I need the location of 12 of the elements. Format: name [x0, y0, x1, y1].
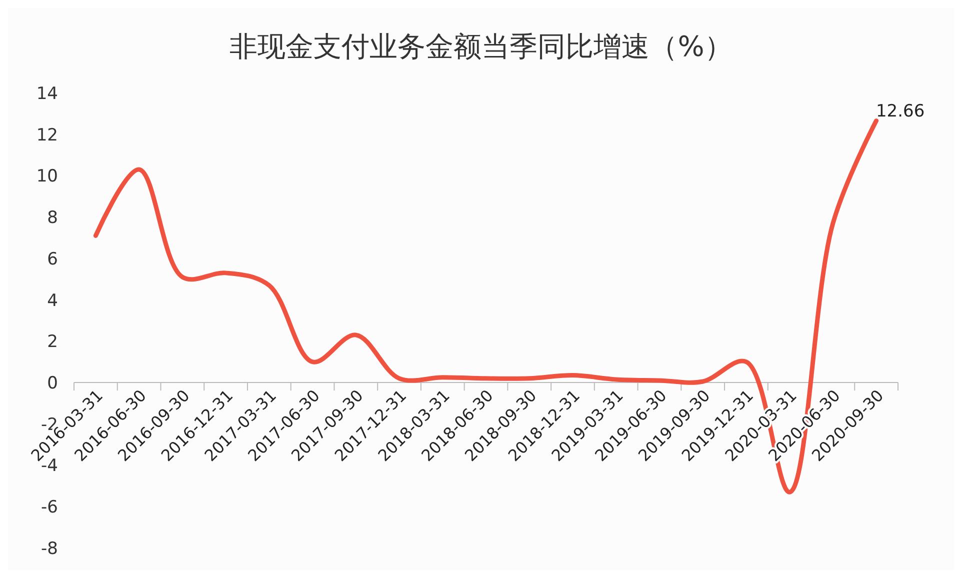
- y-tick-label: 0: [47, 373, 58, 394]
- y-tick-label: 6: [47, 249, 58, 270]
- y-tick-label: 14: [36, 84, 58, 104]
- y-tick-label: -8: [41, 538, 58, 559]
- y-tick-label: 4: [47, 290, 58, 311]
- chart-title: 非现金支付业务金额当季同比增速（%）: [230, 30, 732, 63]
- y-tick-label: 8: [47, 208, 58, 228]
- y-tick-label: 2: [47, 332, 58, 352]
- y-tick-label: -6: [41, 498, 58, 518]
- y-tick-label: 10: [36, 166, 58, 187]
- y-tick-label: 12: [36, 125, 58, 146]
- data-label: 12.66: [876, 102, 925, 122]
